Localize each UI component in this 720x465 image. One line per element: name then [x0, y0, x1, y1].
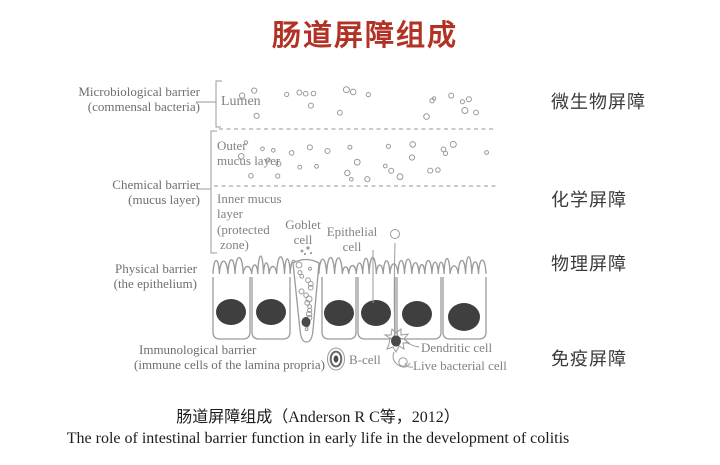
label-line: (the epithelium): [113, 276, 197, 292]
label-live-bacterial-cell: Live bacterial cell: [413, 358, 507, 373]
label-line: (immune cells of the lamina propria): [134, 357, 325, 373]
label-line: layer: [217, 206, 243, 222]
page-title: 肠道屏障组成: [271, 20, 458, 52]
label-line: Outer: [217, 138, 247, 153]
microvilli-border-icon: [212, 255, 487, 275]
label-line: (mucus layer): [128, 192, 200, 208]
label-goblet-cell: Goblet cell: [276, 217, 330, 248]
label-line: cell: [342, 239, 362, 255]
label-line: Immunological barrier: [139, 342, 257, 357]
label-line: cell: [293, 232, 313, 248]
b-cell-icon: [327, 347, 345, 371]
label-physical-barrier: Physical barrier (the epithelium): [40, 261, 197, 292]
label-dendritic-cell: Dendritic cell: [421, 340, 493, 355]
label-b-cell: B-cell: [349, 352, 381, 367]
dendritic-cell-icon: [383, 327, 420, 368]
caption-english: The role of intestinal barrier function …: [66, 430, 570, 447]
label-outer-mucus-layer: Outer mucus layer: [217, 138, 280, 169]
right-label-physical: 物理屏障: [551, 254, 627, 274]
right-label-microbiological: 微生物屏障: [551, 92, 646, 112]
label-epithelial-cell: Epithelial cell: [324, 224, 380, 255]
caption-block: 肠道屏障组成（Anderson R C等，2012） The role of i…: [0, 403, 636, 448]
label-lumen: Lumen: [221, 94, 261, 109]
goblet-cell-icon: [292, 246, 320, 343]
label-chemical-barrier: Chemical barrier (mucus layer): [40, 177, 200, 208]
lumen-bracket: [215, 80, 222, 128]
label-line: zone): [220, 236, 249, 252]
label-line: Inner mucus: [217, 191, 282, 206]
label-line: (protected: [217, 221, 270, 237]
mucus-bracket: [210, 130, 217, 254]
right-label-immune: 免疫屏障: [551, 349, 627, 369]
label-microbiological-barrier: Microbiological barrier (commensal bacte…: [40, 84, 200, 115]
bacteria-dots-icon: [237, 86, 490, 183]
caption-chinese: 肠道屏障组成（Anderson R C等，2012）: [176, 409, 460, 426]
label-line: Physical barrier: [115, 261, 197, 276]
label-immunological-barrier: Immunological barrier (immune cells of t…: [134, 342, 384, 373]
label-line: (commensal bacteria): [87, 99, 200, 115]
dendrite-process-icon: [390, 229, 400, 344]
label-line: Chemical barrier: [112, 177, 200, 192]
label-line: mucus layer: [217, 153, 281, 169]
label-line: Epithelial: [326, 224, 378, 239]
label-line: Microbiological barrier: [78, 84, 200, 99]
cell-nuclei: [216, 299, 480, 331]
right-label-chemical: 化学屏障: [551, 190, 627, 210]
label-line: Goblet: [285, 217, 321, 232]
label-inner-mucus-layer: Inner mucus layer (protected zone): [217, 191, 282, 252]
